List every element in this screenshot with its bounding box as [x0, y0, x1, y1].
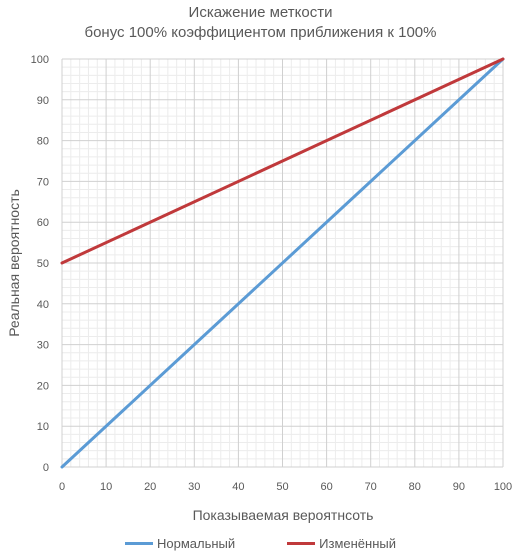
x-tick-label: 0	[59, 481, 65, 493]
x-tick-label: 20	[144, 481, 156, 493]
x-axis-label: Показываемая вероятнсоть	[192, 507, 374, 523]
x-tick-label: 50	[276, 481, 288, 493]
legend: Нормальный Изменённый	[0, 536, 521, 551]
legend-label-normal: Нормальный	[156, 536, 236, 551]
y-tick-label: 50	[37, 258, 49, 270]
x-tick-label: 70	[365, 481, 377, 493]
y-tick-label: 70	[37, 176, 49, 188]
y-tick-label: 90	[37, 95, 49, 107]
x-tick-labels: 0 10 20 30 40 50 60 70 80 90 100	[59, 481, 512, 493]
x-tick-label: 60	[320, 481, 332, 493]
y-tick-label: 0	[43, 462, 49, 474]
x-tick-label: 10	[100, 481, 112, 493]
series-line-1	[60, 57, 505, 265]
legend-item-normal: Нормальный	[124, 536, 236, 551]
x-tick-label: 90	[453, 481, 465, 493]
legend-label-modified: Изменённый	[319, 536, 397, 551]
chart-title: Искажение меткости	[188, 4, 333, 21]
y-tick-label: 60	[37, 217, 49, 229]
y-tick-label: 100	[31, 54, 49, 66]
x-tick-label: 40	[232, 481, 244, 493]
legend-swatch-modified	[287, 542, 316, 545]
y-tick-label: 20	[37, 380, 49, 392]
x-tick-label: 30	[188, 481, 200, 493]
y-axis-label: Реальная вероятность	[6, 189, 22, 337]
y-tick-labels: 0 10 20 30 40 50 60 70 80 90 100	[31, 54, 49, 474]
y-tick-label: 30	[37, 340, 49, 352]
y-tick-label: 80	[37, 136, 49, 148]
x-tick-label: 100	[494, 481, 512, 493]
series-line-0	[60, 57, 505, 469]
y-tick-label: 40	[37, 299, 49, 311]
major-gridlines	[61, 58, 504, 468]
x-tick-label: 80	[409, 481, 421, 493]
plot-area: 0 10 20 30 40 50 60 70 80 90 100 0 10 20 30 40 50 60 70 80…	[31, 54, 513, 493]
chart-subtitle: бонус 100% коэффициентом приближения к 1…	[84, 24, 437, 41]
legend-item-modified: Изменённый	[287, 536, 396, 551]
series-lines	[60, 57, 505, 469]
y-tick-label: 10	[37, 421, 49, 433]
legend-swatch-normal	[124, 542, 153, 545]
